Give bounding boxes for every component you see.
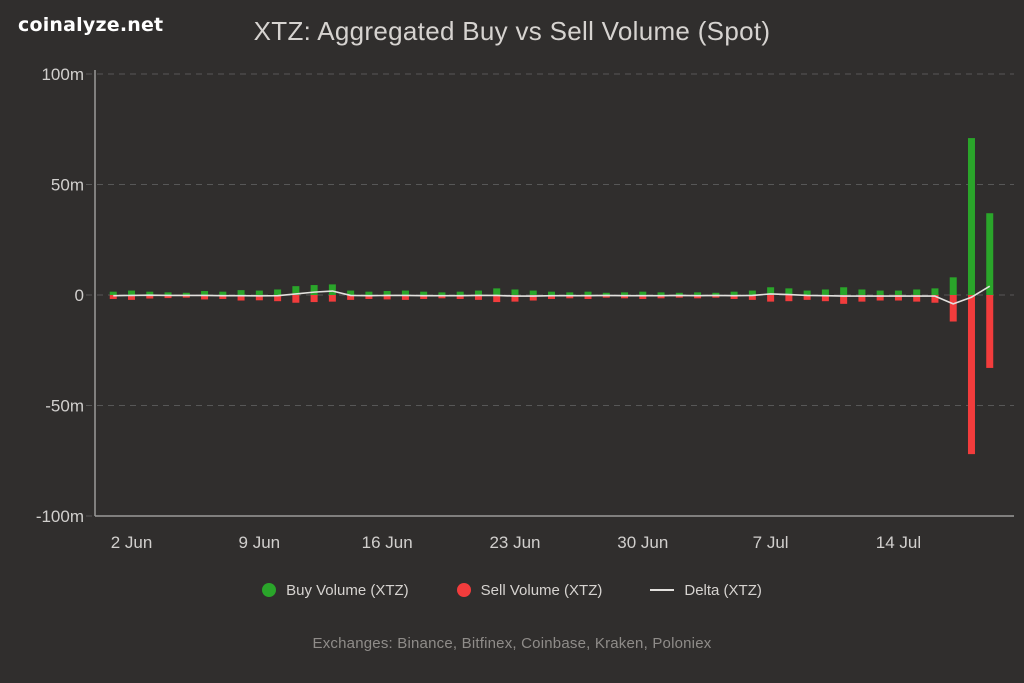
svg-text:-100m: -100m [36, 507, 84, 526]
svg-text:-50m: -50m [45, 397, 84, 416]
svg-text:100m: 100m [41, 65, 84, 84]
header: coinalyze.net XTZ: Aggregated Buy vs Sel… [0, 0, 1024, 58]
buy-volume-dot-icon [262, 583, 277, 597]
chart-title: XTZ: Aggregated Buy vs Sell Volume (Spot… [253, 16, 771, 46]
svg-text:14 Jul: 14 Jul [876, 533, 921, 552]
svg-text:0: 0 [75, 286, 84, 305]
legend-label-buy: Buy Volume (XTZ) [286, 581, 409, 599]
buy-sell-volume-chart: 100m 50m 0 -50m -100m 2 Jun 9 Jun 16 Jun 23 Jun 3… [36, 65, 1014, 552]
legend-label-sell: Sell Volume (XTZ) [480, 581, 603, 599]
exchanges-footnote: Exchanges: Binance, Bitfinex, Coinbase, … [312, 635, 712, 652]
legend-label-delta: Delta (XTZ) [684, 581, 762, 599]
svg-text:2 Jun: 2 Jun [111, 533, 153, 552]
delta-line-icon [650, 589, 675, 591]
svg-text:16 Jun: 16 Jun [362, 533, 413, 552]
chart-area: 100m 50m 0 -50m -100m 2 Jun 9 Jun 16 Jun 23 Jun 3… [0, 58, 1024, 563]
svg-text:50m: 50m [51, 176, 84, 195]
coinalyze-logo: coinalyze.net [18, 14, 164, 36]
svg-text:23 Jun: 23 Jun [489, 533, 540, 552]
svg-text:30 Jun: 30 Jun [617, 533, 668, 552]
chart-legend: Buy Volume (XTZ) Sell Volume (XTZ) Delta… [0, 575, 1024, 605]
svg-text:9 Jun: 9 Jun [239, 533, 281, 552]
svg-text:7 Jul: 7 Jul [753, 533, 789, 552]
legend-item-sell-volume[interactable]: Sell Volume (XTZ) [456, 581, 603, 599]
legend-item-delta[interactable]: Delta (XTZ) [650, 582, 762, 599]
legend-item-buy-volume[interactable]: Buy Volume (XTZ) [262, 582, 409, 599]
sell-volume-dot-icon [456, 583, 471, 597]
